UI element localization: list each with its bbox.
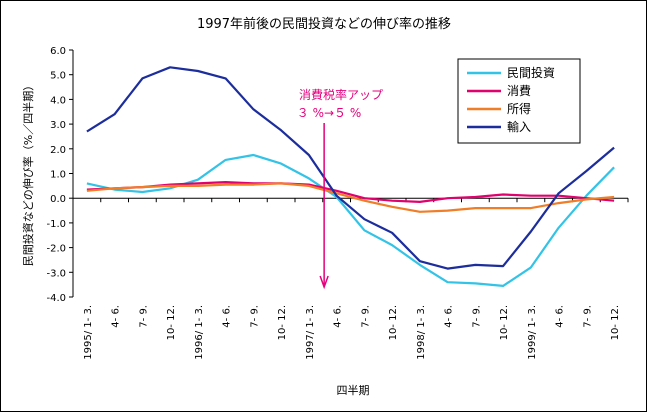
y-tick-label: 5.0 [50, 71, 66, 82]
annotation-label-line2: ３ %→５ % [297, 106, 362, 120]
annotation: 消費税率アップ ３ %→５ % [297, 87, 383, 290]
legend-label-2: 消費 [507, 83, 531, 98]
x-tick-label: 4- 6. [555, 305, 566, 328]
legend-label-4: 輸入 [507, 119, 531, 134]
x-tick-label: 10- 12. [388, 305, 399, 340]
plot-area: 6.0 5.0 4.0 3.0 2.0 1.0 0.0 -1.0 -2.0 -3.0 -4.0 199… [46, 46, 629, 360]
y-tick-label: 4.0 [50, 95, 66, 106]
y-tick-label: 3.0 [50, 120, 66, 131]
x-tick-label: 7- 9. [471, 305, 482, 328]
y-tick-label: -4.0 [46, 293, 66, 304]
x-tick-label: 7- 9. [360, 305, 371, 328]
x-tick-label: 1995/ 1- 3. [83, 305, 94, 360]
series-line-2 [86, 181, 615, 203]
series-line-1 [86, 153, 615, 287]
series-line-3 [86, 182, 615, 213]
y-tick-label: -2.0 [46, 244, 66, 255]
chart-title: 1997年前後の民間投資などの伸び率の推移 [197, 16, 451, 32]
y-tick-label: 0.0 [50, 194, 66, 205]
y-tick-label: -3.0 [46, 268, 66, 279]
x-tick-label: 7- 9. [138, 305, 149, 328]
y-tick-label: 6.0 [50, 46, 66, 57]
x-tick-label: 4- 6. [444, 305, 455, 328]
y-tick-label: 2.0 [50, 145, 66, 156]
x-tick-label: 4- 6. [333, 305, 344, 328]
x-tick-label: 7- 9. [249, 305, 260, 328]
annotation-label-line1: 消費税率アップ [299, 87, 383, 102]
legend-label-1: 民間投資 [507, 65, 555, 80]
x-tick-label: 1997/ 1- 3. [305, 305, 316, 360]
y-axis-title: 民間投資などの伸び率（%／四半期） [21, 80, 35, 266]
x-tick-label: 4- 6. [111, 305, 122, 328]
y-tick-label: -1.0 [46, 219, 66, 230]
x-tick-label: 10- 12. [166, 305, 177, 340]
x-tick-label: 10- 12. [277, 305, 288, 340]
x-tick-label: 1999/ 1- 3. [527, 305, 538, 360]
x-tick-label: 10- 12. [610, 305, 621, 340]
y-tick-label: 1.0 [50, 170, 66, 181]
legend-label-3: 所得 [507, 101, 531, 116]
x-tick-label: 7- 9. [582, 305, 593, 328]
x-tick-label: 1996/ 1- 3. [194, 305, 205, 360]
x-tick-label: 10- 12. [499, 305, 510, 340]
x-tick-label: 1998/ 1- 3. [416, 305, 427, 360]
annotation-arrow-head [319, 275, 329, 290]
x-tick-label: 4- 6. [222, 305, 233, 328]
series-line-4 [86, 66, 615, 270]
x-axis-title: 四半期 [337, 383, 370, 397]
